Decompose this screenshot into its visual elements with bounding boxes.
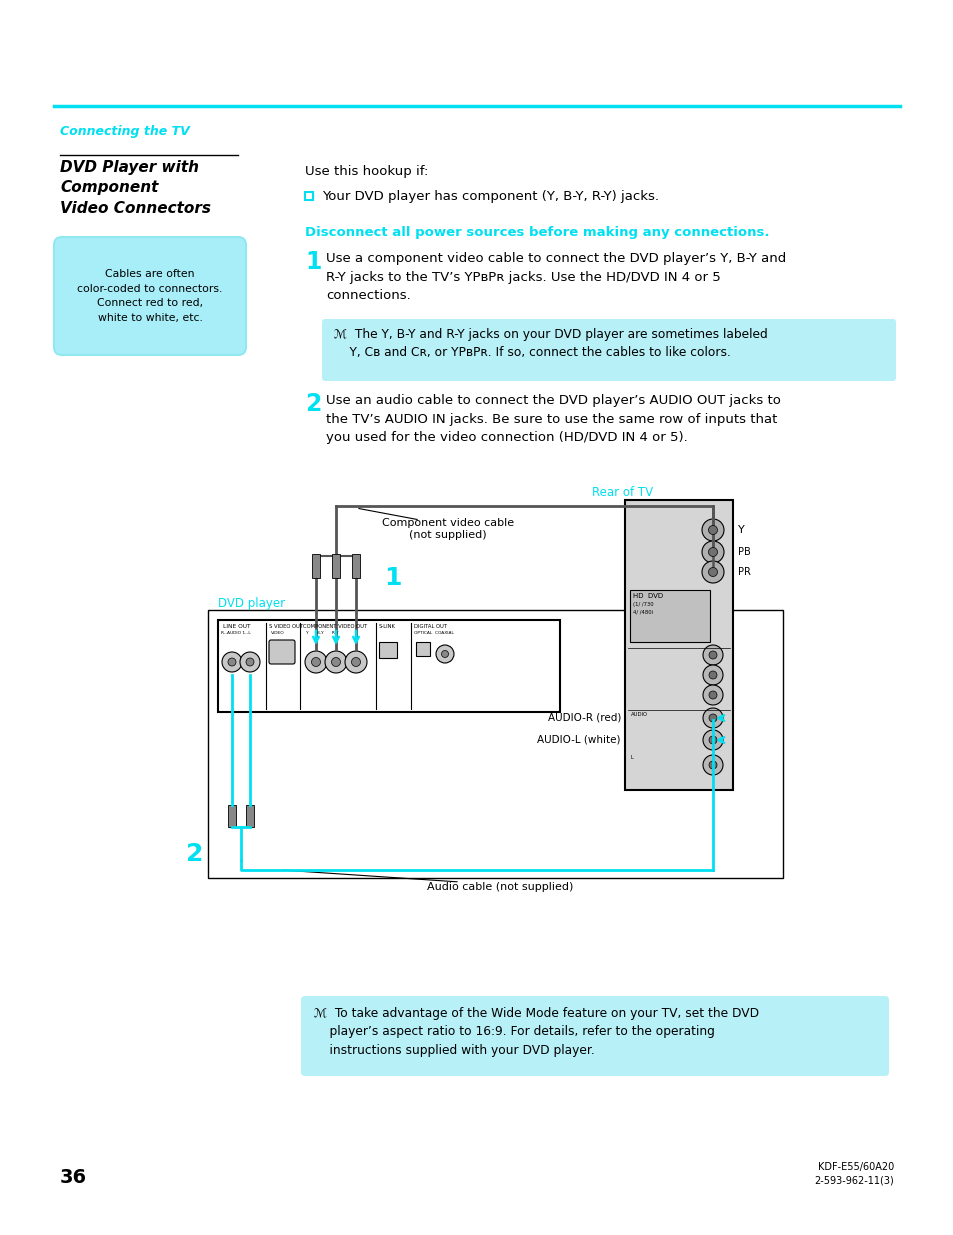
Bar bbox=[218, 620, 559, 713]
Text: AUDIO: AUDIO bbox=[630, 713, 647, 718]
Circle shape bbox=[701, 561, 723, 583]
Circle shape bbox=[708, 568, 717, 577]
Text: Cables are often
color-coded to connectors.
Connect red to red,
white to white, : Cables are often color-coded to connecto… bbox=[77, 269, 222, 322]
FancyBboxPatch shape bbox=[54, 237, 246, 354]
Text: DIGITAL OUT: DIGITAL OUT bbox=[414, 624, 447, 629]
Text: AUDIO-R (red): AUDIO-R (red) bbox=[547, 713, 620, 722]
Circle shape bbox=[228, 658, 235, 666]
Text: L: L bbox=[630, 755, 633, 760]
Circle shape bbox=[246, 658, 253, 666]
Text: LINE OUT: LINE OUT bbox=[223, 624, 251, 629]
Circle shape bbox=[708, 671, 717, 679]
Circle shape bbox=[702, 708, 722, 727]
Text: Y      B-Y      R-Y: Y B-Y R-Y bbox=[306, 631, 338, 635]
Text: 4/ /480i: 4/ /480i bbox=[633, 610, 653, 615]
Bar bbox=[228, 805, 235, 827]
Text: R--AUDIO 1--L: R--AUDIO 1--L bbox=[221, 631, 251, 635]
Text: OPTICAL  COAXIAL: OPTICAL COAXIAL bbox=[414, 631, 454, 635]
Text: S-LINK: S-LINK bbox=[378, 624, 395, 629]
Text: HD  DVD: HD DVD bbox=[633, 593, 662, 599]
Text: COMPONENT VIDEO OUT: COMPONENT VIDEO OUT bbox=[303, 624, 367, 629]
Circle shape bbox=[708, 651, 717, 659]
Circle shape bbox=[436, 645, 454, 663]
Text: 2: 2 bbox=[186, 842, 203, 866]
Circle shape bbox=[345, 651, 367, 673]
Circle shape bbox=[708, 761, 717, 769]
Circle shape bbox=[702, 730, 722, 750]
Circle shape bbox=[222, 652, 242, 672]
Text: ℳ  To take advantage of the Wide Mode feature on your TV, set the DVD
    player: ℳ To take advantage of the Wide Mode fea… bbox=[314, 1007, 759, 1057]
Text: 1: 1 bbox=[384, 566, 401, 590]
Text: (1/ /730: (1/ /730 bbox=[633, 601, 653, 606]
Circle shape bbox=[351, 657, 360, 667]
Text: Rear of TV: Rear of TV bbox=[592, 487, 653, 499]
Text: Audio cable (not supplied): Audio cable (not supplied) bbox=[426, 882, 573, 892]
Text: Y: Y bbox=[738, 525, 744, 535]
Text: 2: 2 bbox=[305, 391, 321, 416]
Circle shape bbox=[708, 736, 717, 743]
FancyBboxPatch shape bbox=[269, 640, 294, 664]
Bar bbox=[332, 555, 339, 578]
Text: Component video cable
(not supplied): Component video cable (not supplied) bbox=[381, 517, 514, 540]
Bar bbox=[208, 610, 782, 878]
Circle shape bbox=[305, 651, 327, 673]
Circle shape bbox=[312, 657, 320, 667]
Text: DVD player: DVD player bbox=[218, 597, 285, 610]
Bar bbox=[629, 590, 709, 642]
Bar bbox=[246, 805, 253, 827]
Circle shape bbox=[702, 645, 722, 664]
Text: DVD Player with
Component
Video Connectors: DVD Player with Component Video Connecto… bbox=[60, 161, 211, 216]
Bar bbox=[416, 642, 430, 656]
Text: AUDIO-L (white): AUDIO-L (white) bbox=[537, 735, 620, 745]
Bar bbox=[378, 642, 396, 658]
Circle shape bbox=[702, 755, 722, 776]
Circle shape bbox=[441, 651, 448, 657]
FancyBboxPatch shape bbox=[301, 995, 888, 1076]
FancyBboxPatch shape bbox=[322, 319, 895, 382]
Text: VIDEO: VIDEO bbox=[271, 631, 284, 635]
Text: Connecting the TV: Connecting the TV bbox=[60, 125, 190, 138]
Text: Your DVD player has component (Y, B-Y, R-Y) jacks.: Your DVD player has component (Y, B-Y, R… bbox=[322, 190, 659, 203]
Circle shape bbox=[708, 692, 717, 699]
Circle shape bbox=[240, 652, 260, 672]
Text: Use this hookup if:: Use this hookup if: bbox=[305, 165, 428, 178]
Text: S VIDEO OUT: S VIDEO OUT bbox=[269, 624, 303, 629]
Bar bbox=[305, 191, 313, 200]
Text: PB: PB bbox=[738, 547, 750, 557]
Text: Use an audio cable to connect the DVD player’s AUDIO OUT jacks to
the TV’s AUDIO: Use an audio cable to connect the DVD pl… bbox=[326, 394, 781, 445]
Bar bbox=[312, 555, 319, 578]
Text: Disconnect all power sources before making any connections.: Disconnect all power sources before maki… bbox=[305, 226, 769, 240]
Circle shape bbox=[331, 657, 340, 667]
Text: KDF-E55/60A20
2-593-962-11(3): KDF-E55/60A20 2-593-962-11(3) bbox=[814, 1162, 893, 1186]
Circle shape bbox=[701, 519, 723, 541]
Bar bbox=[624, 500, 732, 790]
Circle shape bbox=[708, 526, 717, 535]
Text: 1: 1 bbox=[305, 249, 321, 274]
Bar bbox=[352, 555, 359, 578]
Circle shape bbox=[708, 714, 717, 722]
Text: 36: 36 bbox=[60, 1168, 87, 1187]
Circle shape bbox=[702, 664, 722, 685]
Circle shape bbox=[325, 651, 347, 673]
Text: ℳ  The Y, B-Y and R-Y jacks on your DVD player are sometimes labeled
    Y, Cʙ a: ℳ The Y, B-Y and R-Y jacks on your DVD p… bbox=[334, 329, 767, 359]
Circle shape bbox=[701, 541, 723, 563]
Text: Use a component video cable to connect the DVD player’s Y, B-Y and
R-Y jacks to : Use a component video cable to connect t… bbox=[326, 252, 785, 303]
Circle shape bbox=[702, 685, 722, 705]
Circle shape bbox=[708, 547, 717, 557]
Text: PR: PR bbox=[738, 567, 750, 577]
